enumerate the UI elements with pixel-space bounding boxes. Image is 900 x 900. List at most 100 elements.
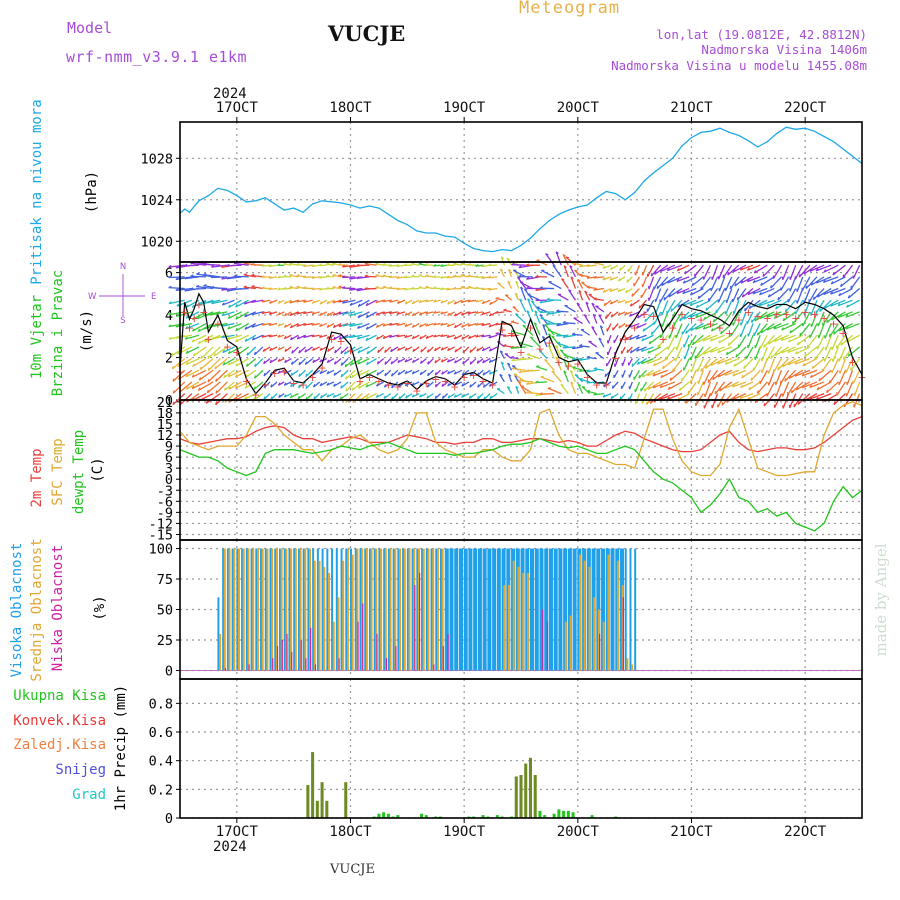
- wind-gust-marker: +: [374, 375, 383, 388]
- wind-arrow: [747, 276, 761, 283]
- wind-arrow: [397, 369, 406, 376]
- cloud-low-bar: [300, 639, 302, 671]
- wind-arrow: [629, 334, 640, 341]
- wind-arrow-head: [261, 322, 265, 326]
- pressure-point: [321, 200, 323, 202]
- wind-arrow: [357, 346, 370, 354]
- wind-arrow: [269, 299, 278, 304]
- wind-arrow: [396, 311, 406, 315]
- wind-arrow: [806, 334, 818, 349]
- wind-gust-marker: +: [488, 379, 497, 392]
- wind-arrow-head: [184, 288, 188, 292]
- wind-arrow-head: [481, 287, 485, 291]
- wind-arrow-head: [305, 385, 308, 389]
- wind-arrow: [298, 358, 306, 366]
- wind-arrow-head: [649, 400, 652, 404]
- wind-arrow-head: [654, 353, 658, 357]
- wind-arrow: [659, 393, 676, 400]
- wind-arrow: [332, 274, 342, 278]
- wind-arrow-head: [244, 385, 248, 389]
- wind-arrow: [756, 381, 768, 394]
- wind-arrow-head: [447, 395, 451, 399]
- wind-arrow: [447, 381, 456, 387]
- wind-arrow-head: [427, 372, 430, 377]
- wind-arrow-head: [555, 344, 559, 348]
- wind-arrow-head: [404, 287, 408, 291]
- wind-arrow-head: [434, 360, 437, 364]
- cloud-low-bar: [281, 639, 283, 671]
- wind-arrow-head: [434, 383, 437, 388]
- ytick-label: 0: [165, 472, 173, 488]
- wind-arrow: [193, 346, 207, 357]
- wind-arrow-head: [747, 291, 751, 295]
- wind-arrow-head: [296, 262, 300, 266]
- wind-arrow: [759, 369, 768, 385]
- wind-arrow: [340, 346, 349, 355]
- wind-arrow: [391, 369, 399, 377]
- wind-arrow-head: [690, 327, 693, 331]
- wind-arrow-head: [412, 359, 415, 363]
- wind-arrow: [830, 276, 846, 285]
- wind-arrow: [751, 311, 761, 323]
- wind-arrow-head: [460, 262, 464, 265]
- wind-arrow-head: [460, 285, 464, 289]
- tempsfc-ylabel: SFC Temp: [50, 438, 66, 505]
- wind-arrow-head: [666, 267, 670, 271]
- wind-arrow: [752, 358, 761, 371]
- wind-arrow: [696, 299, 711, 309]
- wind-arrow: [488, 334, 498, 339]
- cloud-high-bar: [264, 548, 267, 671]
- wind-arrow: [719, 381, 733, 392]
- wind-arrow-head: [411, 300, 415, 305]
- wind-arrow: [184, 264, 199, 267]
- wind-arrow: [290, 381, 299, 388]
- wind-arrow-head: [710, 362, 714, 366]
- wind-arrow: [326, 323, 335, 328]
- wind-arrow: [636, 334, 647, 340]
- wind-arrow-head: [270, 396, 273, 400]
- wind-arrow-head: [539, 349, 543, 352]
- wind-arrow-head: [766, 327, 770, 331]
- wind-arrow-head: [234, 385, 238, 389]
- wind-arrow: [453, 263, 462, 266]
- wind-arrow: [593, 392, 604, 396]
- wind-arrow: [419, 322, 427, 328]
- wind-arrow-head: [570, 276, 574, 280]
- wind-arrow-head: [418, 274, 422, 277]
- wind-arrow-head: [795, 387, 799, 391]
- wind-arrow-head: [677, 304, 681, 308]
- wind-arrow: [190, 287, 207, 291]
- wind-gust-marker: +: [734, 314, 743, 327]
- wind-arrow: [246, 358, 257, 367]
- wind-arrow: [191, 381, 207, 390]
- model-label: Model: [67, 19, 113, 37]
- wind-arrow-head: [518, 357, 522, 361]
- wind-arrow-head: [175, 277, 179, 281]
- wind-arrow: [253, 393, 264, 401]
- wind-arrow-head: [720, 330, 723, 335]
- wind-arrow-head: [411, 394, 415, 398]
- wind-arrow: [569, 265, 577, 278]
- wind-arrow: [396, 287, 406, 291]
- wind-arrow-head: [289, 394, 293, 399]
- wind-arrow: [223, 369, 235, 379]
- legend-total-rain: Ukupna Kisa: [13, 688, 106, 704]
- wind-arrow: [637, 358, 647, 366]
- wind-arrow-head: [235, 304, 238, 308]
- wind-arrow: [794, 299, 804, 315]
- wind-arrow-head: [376, 383, 379, 387]
- wind-arrow: [655, 299, 662, 314]
- wind-arrow: [184, 334, 200, 340]
- cloud-mid-bar: [294, 548, 297, 671]
- wind-arrow-head: [467, 263, 471, 266]
- wind-arrow-head: [296, 323, 300, 327]
- wind-arrow: [668, 323, 676, 339]
- wind-arrow: [692, 334, 704, 346]
- wind-arrow-head: [338, 336, 342, 340]
- wind-arrow: [305, 369, 314, 378]
- wind-arrow-head: [304, 349, 307, 353]
- wind-arrow-head: [404, 263, 408, 266]
- wind-arrow-head: [667, 280, 670, 284]
- wind-arrow-head: [461, 383, 464, 387]
- wind-arrow: [556, 342, 569, 348]
